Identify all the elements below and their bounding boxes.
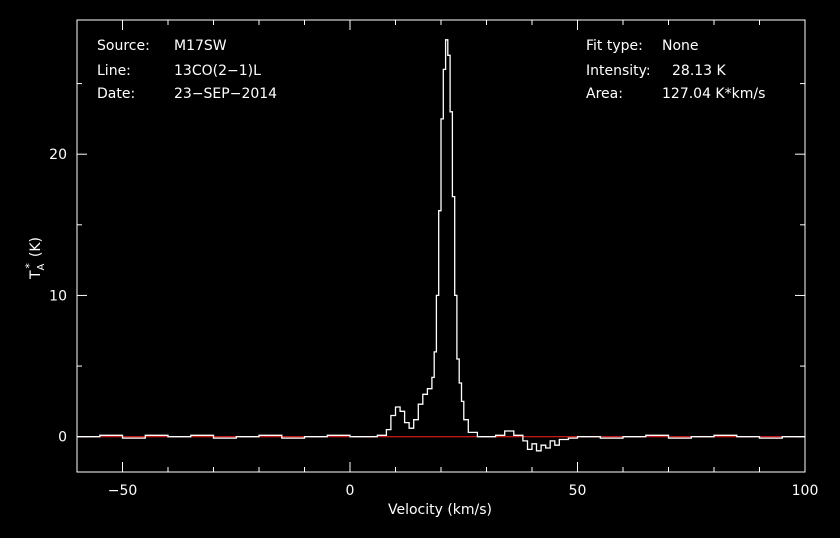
info-right: Fit type: None Intensity: 28.13 K Area: … [586,38,765,102]
info-line-value: 13CO(2−1)L [174,63,261,79]
info-source-key: Source: [97,38,150,54]
y-axis-label: TA* (K) [23,237,47,280]
info-source-value: M17SW [174,38,227,54]
y-label-sub: A [36,263,47,270]
y-tick-label: 20 [49,147,67,163]
info-fit-value: None [662,38,699,54]
info-date-key: Date: [97,86,135,102]
y-tick-label: 0 [58,430,67,446]
info-date-value: 23−SEP−2014 [174,86,277,102]
info-fit-key: Fit type: [586,38,643,54]
x-tick-label: 0 [346,483,355,499]
info-area-value: 127.04 K*km/s [662,86,765,102]
axis-ticks: −50 0 50 100 0 10 20 [49,20,818,499]
y-label-sup: * [23,263,36,269]
x-tick-label: 50 [569,483,587,499]
info-left: Source: M17SW Line: 13CO(2−1)L Date: 23−… [97,38,277,102]
x-tick-label: 100 [792,483,819,499]
y-label-unit: (K) [28,237,44,257]
info-intensity-value: 28.13 K [672,63,727,79]
info-line-key: Line: [97,63,131,79]
x-axis-label: Velocity (km/s) [388,502,492,518]
y-tick-label: 10 [49,288,67,304]
svg-text:TA*(K): TA* (K) [23,237,47,280]
x-tick-label: −50 [108,483,138,499]
info-intensity-key: Intensity: [586,63,651,79]
info-area-key: Area: [586,86,623,102]
spectrum-series-line [77,39,805,452]
plot-marks [77,39,805,452]
y-label-main: T [28,270,44,280]
